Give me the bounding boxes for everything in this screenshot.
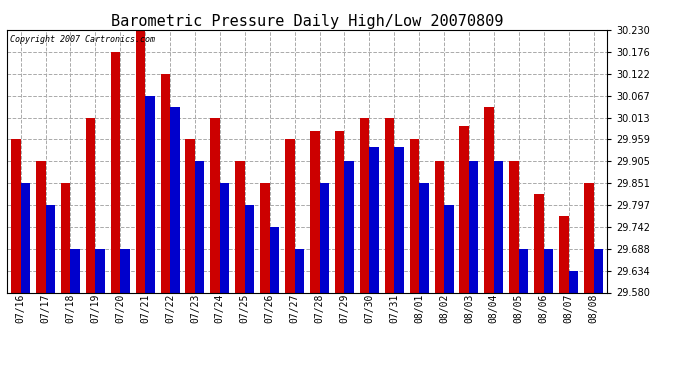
Bar — [61, 183, 70, 292]
Bar — [170, 107, 179, 292]
Bar — [385, 118, 394, 292]
Bar — [444, 205, 453, 292]
Bar — [111, 52, 120, 292]
Bar — [210, 118, 220, 292]
Bar — [544, 249, 553, 292]
Bar — [21, 183, 30, 292]
Bar — [584, 183, 593, 292]
Bar — [70, 249, 80, 292]
Bar — [569, 271, 578, 292]
Bar — [260, 183, 270, 292]
Bar — [95, 249, 105, 292]
Bar — [295, 249, 304, 292]
Bar — [186, 140, 195, 292]
Bar — [394, 147, 404, 292]
Bar — [285, 140, 295, 292]
Bar — [484, 107, 494, 292]
Bar — [360, 118, 369, 292]
Bar — [319, 183, 329, 292]
Bar — [460, 126, 469, 292]
Bar — [335, 131, 344, 292]
Bar — [11, 140, 21, 292]
Bar — [136, 30, 145, 292]
Bar — [369, 147, 379, 292]
Bar — [494, 161, 503, 292]
Bar — [46, 205, 55, 292]
Title: Barometric Pressure Daily High/Low 20070809: Barometric Pressure Daily High/Low 20070… — [111, 14, 503, 29]
Bar — [235, 161, 245, 292]
Bar — [509, 161, 519, 292]
Bar — [270, 227, 279, 292]
Bar — [120, 249, 130, 292]
Bar — [310, 131, 319, 292]
Bar — [86, 118, 95, 292]
Bar — [161, 74, 170, 292]
Bar — [220, 183, 229, 292]
Bar — [419, 183, 428, 292]
Bar — [519, 249, 529, 292]
Bar — [593, 249, 603, 292]
Bar — [195, 161, 204, 292]
Bar — [145, 96, 155, 292]
Bar — [344, 161, 354, 292]
Bar — [435, 161, 444, 292]
Bar — [36, 161, 46, 292]
Bar — [534, 194, 544, 292]
Text: Copyright 2007 Cartronics.com: Copyright 2007 Cartronics.com — [10, 35, 155, 44]
Bar — [410, 140, 419, 292]
Bar — [469, 161, 478, 292]
Bar — [245, 205, 254, 292]
Bar — [559, 216, 569, 292]
